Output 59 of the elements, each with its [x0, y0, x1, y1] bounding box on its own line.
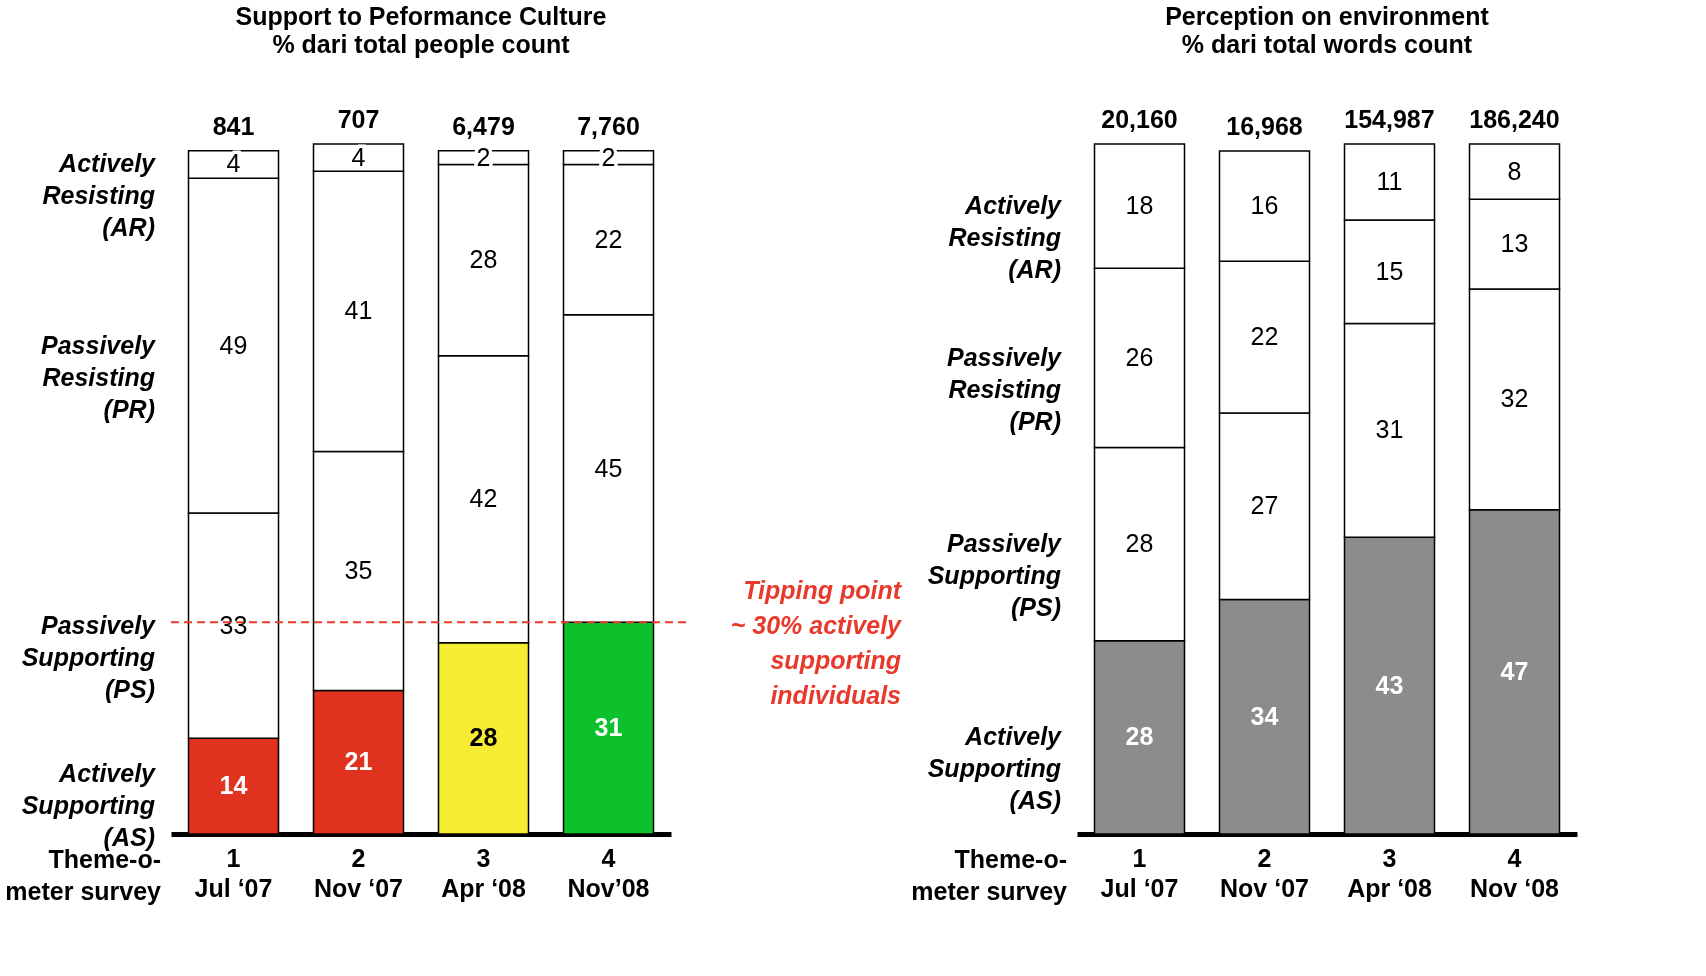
text: 16,968	[1226, 111, 1303, 140]
data-label: 4	[351, 142, 366, 171]
data-label: 35	[344, 555, 373, 584]
chart-title: Support to Peformance Culture	[235, 2, 607, 30]
text: 186,240	[1469, 105, 1560, 133]
data-label: 22	[594, 224, 623, 253]
chart-title: Perception on environment	[1165, 2, 1490, 30]
series-label: Actively Resisting (AR)	[42, 149, 157, 242]
data-label: 21	[344, 747, 373, 776]
data-label: 34	[1250, 701, 1279, 730]
x-tick-label: 4 Nov ‘08	[1470, 843, 1560, 902]
text: 154,987	[1344, 105, 1435, 133]
data-label: 28	[1125, 529, 1154, 558]
x-axis-title: Theme-o-meter survey	[911, 845, 1068, 905]
data-label: 14	[219, 771, 248, 800]
data-label: 31	[1375, 415, 1404, 444]
data-label: 28	[469, 723, 498, 752]
data-label: 15	[1375, 256, 1404, 285]
x-tick-label: 2 Nov ‘07	[1220, 843, 1309, 902]
data-label: 31	[594, 713, 623, 742]
data-label: 26	[1125, 342, 1154, 371]
data-label: 27	[1250, 491, 1279, 520]
text: 707	[337, 105, 380, 133]
text: 20,160	[1101, 105, 1178, 133]
series-label: Passively Supporting (PS)	[927, 529, 1063, 622]
series-label: Passively Resisting (PR)	[41, 330, 157, 423]
series-label: Actively Resisting (AR)	[948, 191, 1063, 284]
x-tick-label: 4 Nov’08	[567, 843, 650, 902]
x-tick-label: 1 Jul ‘07	[1100, 843, 1179, 902]
text: Tipping point ~ 30% actively supporting individuals	[730, 575, 903, 709]
data-label: 43	[1375, 670, 1404, 699]
data-label: 13	[1500, 229, 1529, 258]
series-label: Passively Resisting (PR)	[947, 342, 1063, 435]
data-label: 18	[1125, 191, 1154, 220]
data-label: 16	[1250, 191, 1279, 220]
text: 6,479	[452, 111, 515, 140]
data-label: 32	[1500, 384, 1529, 413]
data-label: 49	[219, 330, 248, 359]
x-tick-label: 3 Apr ‘08	[441, 843, 526, 902]
data-label: 47	[1500, 656, 1529, 685]
data-label: 8	[1507, 156, 1522, 185]
data-label: 33	[219, 610, 248, 639]
x-tick-label: 3 Apr ‘08	[1347, 843, 1432, 902]
data-label: 45	[594, 453, 623, 482]
data-label: 42	[469, 484, 498, 513]
data-label: 28	[469, 245, 498, 274]
data-label: 28	[1125, 722, 1154, 751]
x-tick-label: 1 Jul ‘07	[194, 843, 273, 902]
series-label: Passively Supporting (PS)	[21, 610, 157, 703]
x-tick-label: 2 Nov ‘07	[314, 843, 403, 902]
text: 7,760	[577, 111, 640, 140]
series-label: Actively Supporting (AS)	[927, 722, 1063, 815]
data-label: 4	[226, 149, 241, 178]
data-label: 22	[1250, 322, 1279, 351]
data-label: 11	[1376, 166, 1403, 195]
chart-subtitle: % dari total people count	[272, 30, 571, 58]
data-label: 41	[344, 296, 373, 325]
chart-subtitle: % dari total words count	[1181, 30, 1473, 58]
text: 841	[212, 111, 255, 140]
